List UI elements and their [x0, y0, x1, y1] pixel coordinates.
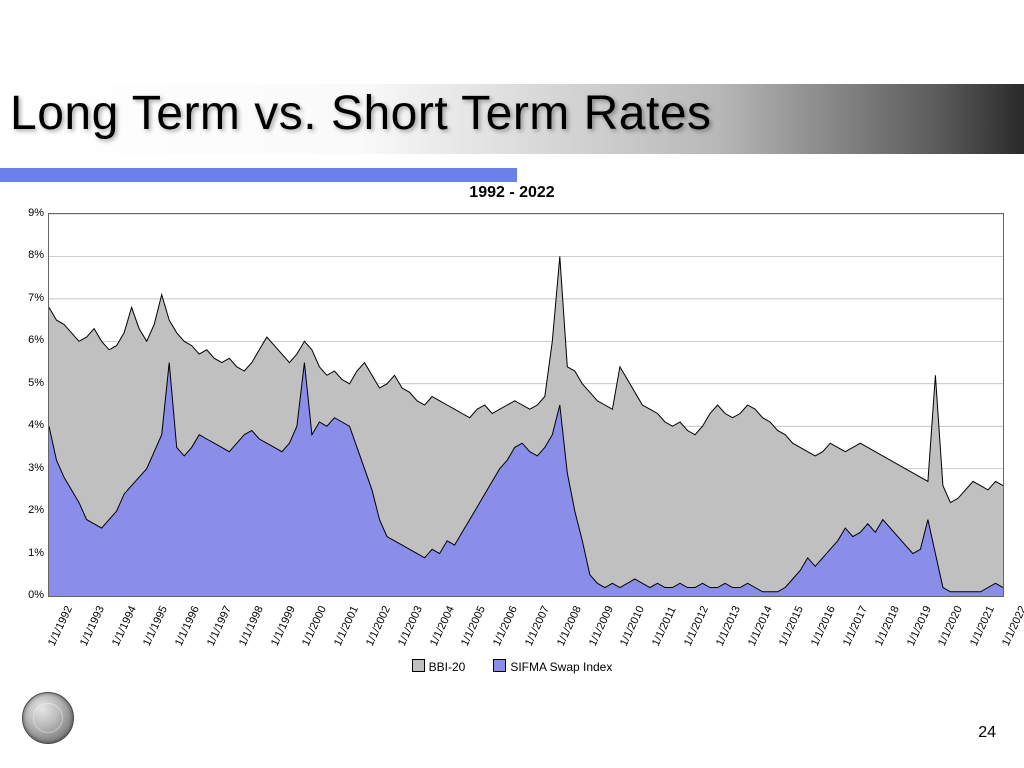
- x-tick-label: 1/1/2000: [300, 604, 329, 648]
- x-tick-label: 1/1/2018: [873, 604, 902, 648]
- chart-subtitle: 1992 - 2022: [0, 184, 1024, 202]
- x-tick-label: 1/1/2002: [364, 604, 393, 648]
- x-tick-label: 1/1/2017: [841, 604, 870, 648]
- x-tick-label: 1/1/2003: [396, 604, 425, 648]
- y-tick-label: 3%: [16, 462, 44, 474]
- x-tick-label: 1/1/1992: [46, 604, 75, 648]
- y-tick-label: 8%: [16, 249, 44, 261]
- x-tick-label: 1/1/2007: [523, 604, 552, 648]
- y-tick-label: 1%: [16, 547, 44, 559]
- y-tick-label: 7%: [16, 292, 44, 304]
- state-seal-icon: [22, 692, 74, 744]
- x-tick-label: 1/1/2015: [777, 604, 806, 648]
- legend-swatch: [412, 659, 425, 672]
- x-tick-label: 1/1/2010: [618, 604, 647, 648]
- x-tick-label: 1/1/2006: [491, 604, 520, 648]
- x-tick-label: 1/1/1996: [173, 604, 202, 648]
- page-title: Long Term vs. Short Term Rates: [10, 86, 712, 141]
- x-tick-label: 1/1/2013: [714, 604, 743, 648]
- rates-area-chart: [48, 213, 1004, 597]
- legend-label: SIFMA Swap Index: [510, 660, 612, 674]
- y-tick-label: 2%: [16, 504, 44, 516]
- y-tick-label: 6%: [16, 334, 44, 346]
- x-tick-label: 1/1/1994: [110, 604, 139, 648]
- x-tick-label: 1/1/2016: [809, 604, 838, 648]
- y-tick-label: 0%: [16, 589, 44, 601]
- y-tick-label: 9%: [16, 207, 44, 219]
- y-tick-label: 4%: [16, 419, 44, 431]
- x-tick-label: 1/1/2008: [555, 604, 584, 648]
- legend-item: SIFMA Swap Index: [493, 660, 612, 674]
- x-tick-label: 1/1/1997: [205, 604, 234, 648]
- x-tick-label: 1/1/2019: [905, 604, 934, 648]
- x-tick-label: 1/1/1993: [78, 604, 107, 648]
- x-tick-label: 1/1/2014: [746, 604, 775, 648]
- x-tick-label: 1/1/2011: [650, 605, 679, 648]
- x-tick-label: 1/1/2005: [459, 604, 488, 648]
- x-tick-label: 1/1/2021: [968, 604, 997, 648]
- title-underline: [0, 168, 517, 182]
- x-tick-label: 1/1/1998: [237, 604, 266, 648]
- x-tick-label: 1/1/2020: [936, 604, 965, 648]
- y-tick-label: 5%: [16, 377, 44, 389]
- chart-svg: [49, 214, 1003, 596]
- x-tick-label: 1/1/1999: [269, 604, 298, 648]
- chart-legend: BBI-20 SIFMA Swap Index: [0, 659, 1024, 674]
- x-tick-label: 1/1/2001: [332, 604, 361, 648]
- legend-swatch: [493, 659, 506, 672]
- x-tick-label: 1/1/2004: [428, 604, 457, 648]
- x-tick-label: 1/1/2022: [1000, 604, 1024, 648]
- x-tick-label: 1/1/2009: [587, 604, 616, 648]
- x-tick-label: 1/1/2012: [682, 604, 711, 648]
- x-tick-label: 1/1/1995: [141, 604, 170, 648]
- legend-label: BBI-20: [429, 660, 466, 674]
- legend-item: BBI-20: [412, 660, 466, 674]
- page-number: 24: [978, 724, 996, 742]
